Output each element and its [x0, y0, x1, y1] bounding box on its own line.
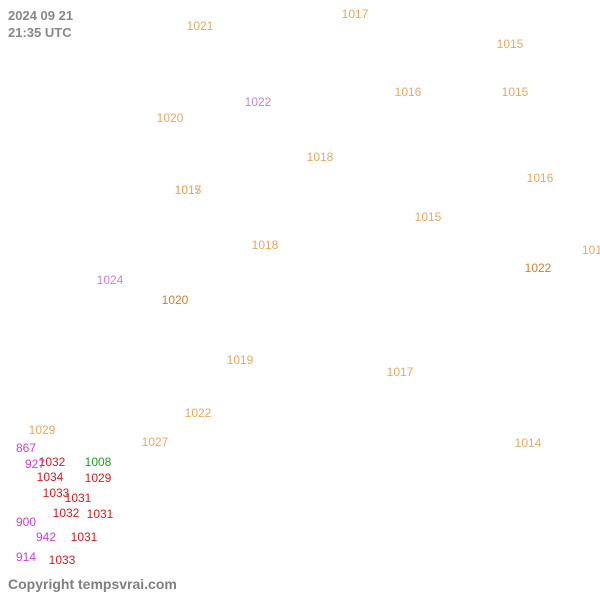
data-point: 1015 — [502, 85, 529, 99]
time-text: 21:35 UTC — [8, 25, 73, 42]
timestamp-header: 2024 09 21 21:35 UTC — [8, 8, 73, 42]
data-point: 1015 — [497, 37, 524, 51]
data-point: 1014 — [515, 436, 542, 450]
data-point: 1020 — [157, 111, 184, 125]
data-point: 1022 — [525, 261, 552, 275]
data-point: 1021 — [187, 19, 214, 33]
data-point: 927 — [25, 457, 45, 471]
data-point: 1032 — [53, 506, 80, 520]
data-point: 867 — [16, 441, 36, 455]
data-point: 1018 — [252, 238, 279, 252]
data-point: 1016 — [527, 171, 554, 185]
data-point: 1024 — [97, 273, 124, 287]
data-point: 1017 — [175, 183, 202, 197]
data-point: 1033 — [49, 553, 76, 567]
data-point: 1019 — [227, 353, 254, 367]
data-point: 1034 — [37, 470, 64, 484]
data-point: 1016 — [395, 85, 422, 99]
data-point: 1029 — [29, 423, 56, 437]
date-text: 2024 09 21 — [8, 8, 73, 25]
data-point: 1031 — [71, 530, 98, 544]
data-point: 1029 — [85, 471, 112, 485]
data-point: 1031 — [87, 507, 114, 521]
data-point: 1015 — [415, 210, 442, 224]
data-point: 1018 — [307, 150, 334, 164]
data-point: 101 — [582, 243, 600, 257]
data-point: 1017 — [387, 365, 414, 379]
data-point: 1031 — [65, 491, 92, 505]
data-point: 942 — [36, 530, 56, 544]
data-point: 914 — [16, 550, 36, 564]
data-point: 900 — [16, 515, 36, 529]
data-point: 1022 — [185, 406, 212, 420]
data-point: 1017 — [342, 7, 369, 21]
data-point: 1020 — [162, 293, 189, 307]
data-point: 1008 — [85, 455, 112, 469]
data-point: 1027 — [142, 435, 169, 449]
copyright-text: Copyright tempsvrai.com — [8, 576, 177, 592]
data-point: 1022 — [245, 95, 272, 109]
